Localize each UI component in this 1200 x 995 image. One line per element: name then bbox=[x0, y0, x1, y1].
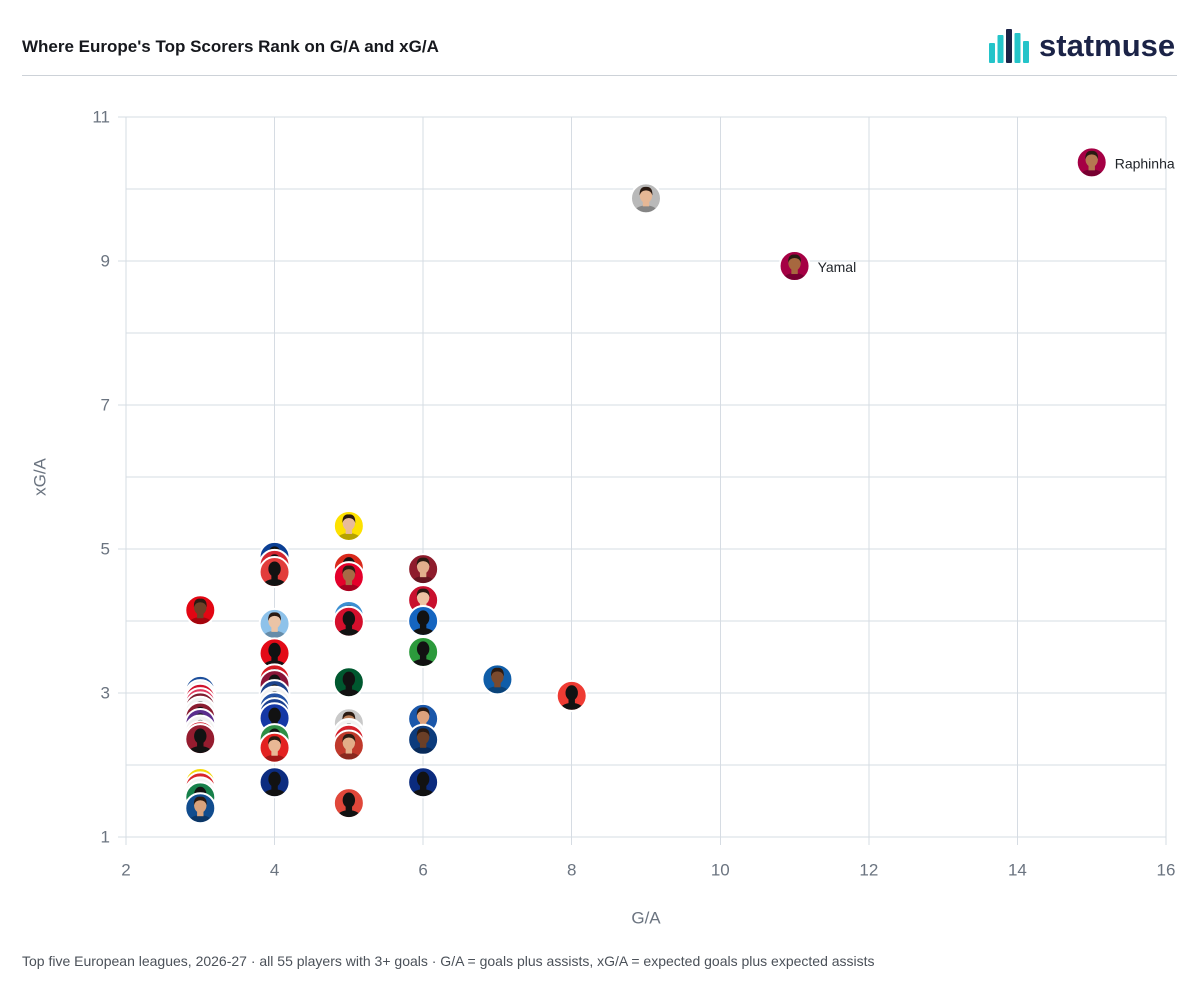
point-label: Yamal bbox=[818, 259, 857, 275]
player-avatar-icon bbox=[336, 565, 362, 592]
player-avatar-icon bbox=[336, 734, 362, 760]
data-point bbox=[332, 787, 365, 820]
data-point bbox=[258, 607, 291, 640]
data-point bbox=[332, 561, 365, 594]
player-avatar-icon bbox=[336, 514, 362, 540]
player-avatar-icon bbox=[484, 667, 510, 694]
y-tick-label: 3 bbox=[101, 684, 110, 703]
player-avatar-icon bbox=[262, 736, 288, 762]
player-avatar-icon bbox=[187, 598, 213, 625]
x-axis-title: G/A bbox=[631, 909, 661, 928]
y-tick-label: 9 bbox=[101, 252, 110, 271]
player-avatar-icon bbox=[410, 610, 436, 635]
data-point: Yamal bbox=[778, 250, 857, 283]
y-tick-label: 5 bbox=[101, 540, 110, 559]
y-tick-label: 7 bbox=[101, 396, 110, 415]
player-avatar-icon bbox=[262, 561, 288, 587]
player-avatar-icon bbox=[262, 771, 288, 797]
player-avatar-icon bbox=[633, 186, 659, 213]
x-tick-label: 16 bbox=[1157, 861, 1176, 880]
x-tick-label: 2 bbox=[121, 861, 130, 880]
data-point bbox=[407, 553, 440, 586]
data-point bbox=[407, 635, 440, 668]
data-point bbox=[184, 792, 217, 825]
player-avatar-icon bbox=[336, 611, 362, 636]
player-avatar-icon bbox=[336, 671, 362, 697]
player-avatar-icon bbox=[410, 771, 436, 797]
x-tick-label: 14 bbox=[1008, 861, 1027, 880]
player-avatar-icon bbox=[336, 792, 362, 818]
header-divider bbox=[22, 75, 1177, 76]
data-point bbox=[184, 594, 217, 627]
player-avatar-icon bbox=[187, 796, 213, 823]
player-avatar-icon bbox=[262, 642, 288, 668]
statmuse-logo[interactable]: statmuse bbox=[989, 28, 1175, 64]
logo-wordmark: statmuse bbox=[1039, 28, 1176, 63]
point-label: Raphinha bbox=[1115, 155, 1175, 171]
y-axis-title: xG/A bbox=[31, 457, 50, 495]
data-point bbox=[332, 666, 365, 699]
player-avatar-icon bbox=[410, 641, 436, 666]
player-avatar-icon bbox=[1079, 150, 1105, 177]
data-points: Raphinha Yamal bbox=[184, 146, 1175, 825]
x-tick-label: 6 bbox=[418, 861, 427, 880]
x-tick-label: 4 bbox=[270, 861, 279, 880]
data-point bbox=[407, 723, 440, 756]
y-tick-labels: 1 3 5 7 9 11 bbox=[92, 108, 110, 847]
x-tick-label: 12 bbox=[859, 861, 878, 880]
data-point bbox=[332, 729, 365, 762]
x-tick-label: 8 bbox=[567, 861, 576, 880]
x-tick-labels: 2 4 6 8 10 12 14 16 bbox=[121, 861, 1175, 880]
x-tick-label: 10 bbox=[711, 861, 730, 880]
data-point bbox=[630, 182, 662, 215]
chart-title: Where Europe's Top Scorers Rank on G/A a… bbox=[22, 37, 439, 56]
data-point bbox=[481, 663, 514, 696]
data-point bbox=[332, 509, 365, 542]
player-avatar-icon bbox=[262, 612, 288, 638]
data-point bbox=[184, 723, 217, 756]
data-point bbox=[258, 556, 291, 589]
data-point bbox=[258, 766, 291, 799]
data-point bbox=[332, 605, 365, 638]
data-point bbox=[407, 766, 440, 799]
y-tick-label: 11 bbox=[92, 108, 110, 127]
player-avatar-icon bbox=[410, 557, 436, 584]
data-point bbox=[555, 679, 588, 712]
data-point bbox=[258, 731, 291, 764]
chart-footnote: Top five European leagues, 2026-27 · all… bbox=[22, 953, 875, 969]
statmuse-bars-icon bbox=[989, 29, 1029, 63]
player-avatar-icon bbox=[410, 728, 436, 754]
y-tick-label: 1 bbox=[101, 828, 110, 847]
player-avatar-icon bbox=[187, 728, 213, 754]
data-point: Raphinha bbox=[1075, 146, 1175, 179]
player-avatar-icon bbox=[559, 685, 585, 710]
player-avatar-icon bbox=[782, 254, 808, 281]
data-point bbox=[407, 605, 440, 637]
